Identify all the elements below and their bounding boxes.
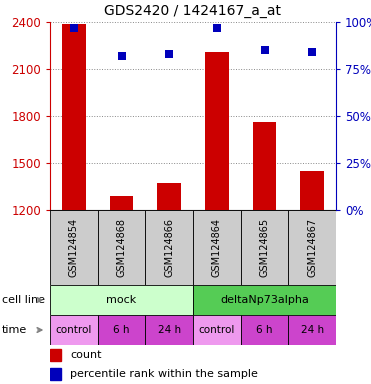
Bar [50, 368, 62, 380]
Bar [241, 210, 288, 285]
Text: 6 h: 6 h [256, 325, 273, 335]
Bar [50, 315, 98, 345]
Bar [109, 196, 134, 210]
Text: percentile rank within the sample: percentile rank within the sample [70, 369, 258, 379]
Bar [205, 52, 229, 210]
Bar [193, 315, 241, 345]
Text: mock: mock [106, 295, 137, 305]
Text: count: count [70, 350, 102, 360]
Bar [145, 210, 193, 285]
Bar [145, 315, 193, 345]
Text: 6 h: 6 h [113, 325, 130, 335]
Bar [193, 210, 241, 285]
Title: GDS2420 / 1424167_a_at: GDS2420 / 1424167_a_at [105, 4, 282, 18]
Text: GSM124865: GSM124865 [259, 218, 269, 277]
Bar [288, 315, 336, 345]
Text: 24 h: 24 h [158, 325, 181, 335]
Bar [253, 122, 276, 210]
Text: control: control [56, 325, 92, 335]
Text: 24 h: 24 h [301, 325, 324, 335]
Bar [98, 210, 145, 285]
Text: cell line: cell line [2, 295, 45, 305]
Text: deltaNp73alpha: deltaNp73alpha [220, 295, 309, 305]
Text: control: control [198, 325, 235, 335]
Text: GSM124867: GSM124867 [307, 218, 317, 277]
Bar [50, 210, 98, 285]
Bar [98, 315, 145, 345]
Bar [288, 210, 336, 285]
Text: GSM124854: GSM124854 [69, 218, 79, 277]
Bar [193, 285, 336, 315]
Bar [241, 315, 288, 345]
Text: GSM124864: GSM124864 [212, 218, 222, 277]
Bar [157, 184, 181, 210]
Bar [50, 285, 193, 315]
Bar [300, 171, 324, 210]
Bar [62, 23, 86, 210]
Bar [50, 349, 62, 361]
Text: GSM124866: GSM124866 [164, 218, 174, 277]
Text: GSM124868: GSM124868 [116, 218, 127, 277]
Text: time: time [2, 325, 27, 335]
